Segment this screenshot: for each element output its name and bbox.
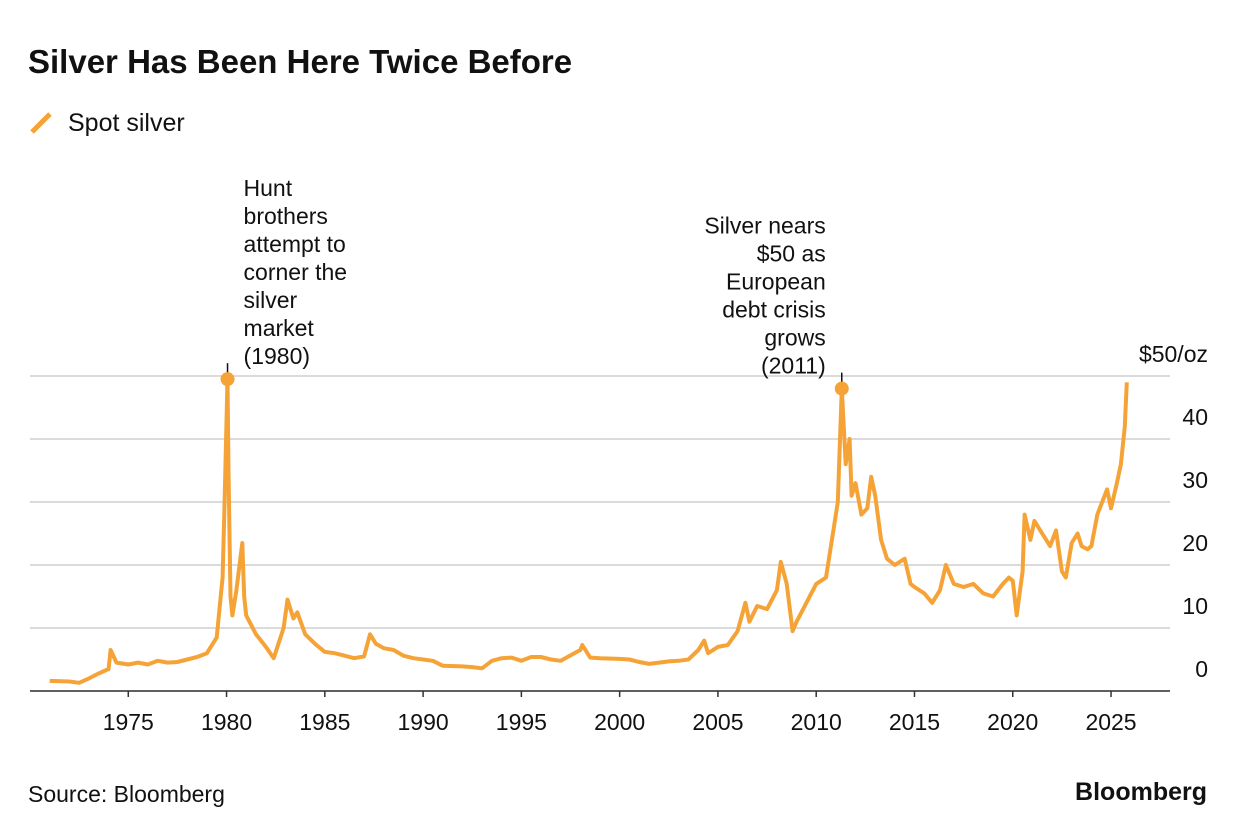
x-tick-label: 2015 [889,709,940,735]
annotation-dot [834,381,849,396]
x-tick-label: 2010 [791,709,842,735]
x-tick-label: 1980 [201,709,252,735]
legend-swatch [30,112,52,134]
annotation-text: $50 as [757,241,826,267]
annotation-text: (2011) [761,353,826,379]
x-tick-label: 2025 [1085,709,1136,735]
x-tick-label: 2000 [594,709,645,735]
annotation-text: (1980) [244,343,310,369]
y-tick-label: 30 [1182,467,1208,493]
annotation-dot [220,372,235,387]
y-tick-label: 40 [1182,404,1208,430]
source: Source: Bloomberg [28,781,225,807]
annotation-text: grows [764,325,825,351]
annotation-text: attempt to [244,231,346,257]
y-tick-label: 10 [1182,593,1208,619]
y-tick-label: 0 [1195,656,1208,682]
x-tick-label: 1985 [299,709,350,735]
x-tick-label: 1975 [103,709,154,735]
x-tick-label: 2005 [692,709,743,735]
x-tick-label: 2020 [987,709,1038,735]
y-tick-label: $50/oz [1139,341,1208,367]
brand: Bloomberg [1075,778,1207,806]
annotation-text: corner the [244,259,348,285]
annotation-text: market [244,315,315,341]
annotation-text: brothers [244,203,328,229]
legend-label: Spot silver [68,109,185,137]
y-tick-label: 20 [1182,530,1208,556]
x-tick-label: 1990 [398,709,449,735]
annotation-text: silver [244,287,298,313]
chart-title: Silver Has Been Here Twice Before [28,43,572,80]
x-tick-label: 1995 [496,709,547,735]
annotation-text: Hunt [244,175,293,201]
annotation-text: debt crisis [722,297,826,323]
series-line [49,377,1129,685]
annotation-text: Silver nears [704,213,825,239]
annotation-text: European [726,269,826,295]
